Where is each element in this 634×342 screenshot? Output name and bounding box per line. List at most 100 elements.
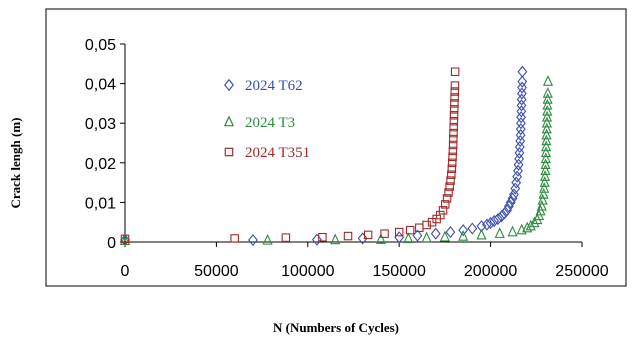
data-point-diamond (516, 111, 527, 124)
data-point-triangle (539, 182, 550, 193)
data-point-triangle (403, 232, 414, 244)
data-point-diamond (493, 212, 503, 226)
data-point-diamond (516, 105, 527, 118)
x-tick-label: 100000 (281, 263, 334, 280)
data-point-square (448, 146, 458, 156)
data-point-diamond (489, 214, 500, 228)
data-point-square (449, 105, 459, 114)
y-tick-label: 0,01 (85, 195, 116, 212)
data-point-triangle (541, 122, 552, 134)
data-point-diamond (467, 222, 478, 235)
y-axis-title: Crack lengh (m) (8, 118, 23, 209)
data-point-square (450, 81, 460, 90)
data-point-diamond (517, 75, 528, 88)
data-point-diamond (516, 93, 527, 106)
y-tick-label: 0,04 (85, 77, 116, 94)
tick-labels: 0 0,01 0,02 0,03 0,04 0,05 0 50000 100000 150000 2… (85, 37, 609, 280)
data-point-triangle (525, 219, 536, 231)
data-point-square (447, 164, 457, 173)
data-point-triangle (375, 233, 386, 244)
data-point-diamond (514, 152, 525, 165)
data-point-square (449, 111, 459, 120)
data-point-square (380, 229, 389, 238)
data-point-diamond (515, 129, 526, 142)
data-point-square (230, 234, 239, 243)
data-point-triangle (536, 199, 547, 211)
data-point-triangle (439, 230, 450, 242)
data-point-triangle (529, 216, 540, 228)
legend: 2024 T62 2024 T3 2024 T351 (223, 78, 310, 161)
data-point-square (450, 87, 460, 96)
data-point-diamond (357, 232, 368, 245)
data-point-diamond (482, 218, 492, 231)
data-point-diamond (513, 164, 523, 177)
data-point-diamond (485, 216, 496, 230)
data-point-diamond (516, 99, 527, 112)
legend-marker-diamond (224, 78, 234, 92)
data-point-diamond (505, 196, 516, 209)
y-tick-label: 0,02 (85, 156, 116, 173)
data-point-square (422, 220, 431, 230)
data-point-diamond (517, 65, 528, 78)
data-point-diamond (514, 146, 525, 159)
data-point-diamond (312, 233, 322, 246)
chart-outer-frame (45, 8, 627, 287)
data-point-triangle (542, 104, 553, 116)
data-point-diamond (515, 134, 526, 148)
data-point-triangle (421, 231, 432, 243)
data-point-diamond (511, 176, 522, 189)
legend-label: 2024 T3 (245, 115, 295, 131)
legend-label: 2024 T351 (245, 145, 310, 161)
data-point-triangle (537, 193, 548, 205)
data-point-triangle (541, 116, 552, 128)
y-tick-label: 0,05 (85, 37, 116, 54)
data-point-diamond (515, 123, 526, 136)
data-point-triangle (522, 221, 533, 233)
data-point-triangle (540, 158, 551, 170)
data-point-diamond (499, 207, 510, 220)
data-marks (119, 65, 554, 247)
x-tick-label: 50000 (194, 263, 239, 280)
data-point-diamond (445, 226, 456, 239)
data-point-triangle (542, 75, 554, 86)
data-point-diamond (516, 87, 527, 100)
data-point-triangle (542, 98, 553, 110)
data-point-triangle (541, 140, 552, 152)
data-point-square (120, 234, 130, 244)
x-tick-label: 0 (121, 263, 130, 280)
data-point-square (449, 122, 458, 132)
series-triangle (119, 75, 554, 246)
data-point-square (415, 223, 424, 232)
data-point-triangle (494, 227, 505, 238)
data-point-square (281, 233, 291, 242)
data-point-triangle (540, 164, 551, 175)
y-tick-label: 0,03 (85, 116, 116, 133)
data-point-square (363, 230, 373, 240)
data-point-triangle (540, 170, 551, 181)
y-tick-label: 0 (107, 235, 116, 252)
data-point-square (436, 210, 445, 220)
data-point-diamond (517, 81, 527, 94)
data-point-triangle (540, 152, 551, 164)
data-point-square (445, 182, 454, 191)
x-axis-title: N (Numbers of Cycles) (273, 320, 399, 335)
data-point-square (450, 93, 459, 102)
data-point-diamond (458, 224, 469, 237)
data-point-square (318, 232, 327, 242)
data-point-triangle (541, 134, 552, 146)
axes (120, 43, 583, 247)
data-point-triangle (476, 228, 487, 240)
x-tick-label: 150000 (373, 263, 426, 280)
legend-marker-triangle (223, 115, 235, 127)
data-point-triangle (330, 233, 341, 245)
data-point-diamond (513, 158, 524, 171)
data-point-diamond (394, 231, 405, 244)
data-point-triangle (542, 92, 553, 104)
series-diamond (120, 65, 528, 247)
data-point-square (405, 225, 415, 235)
data-point-diamond (509, 188, 519, 201)
data-point-diamond (496, 210, 507, 223)
data-point-square (448, 152, 457, 162)
data-point-square (450, 67, 460, 76)
data-point-triangle (542, 110, 553, 122)
